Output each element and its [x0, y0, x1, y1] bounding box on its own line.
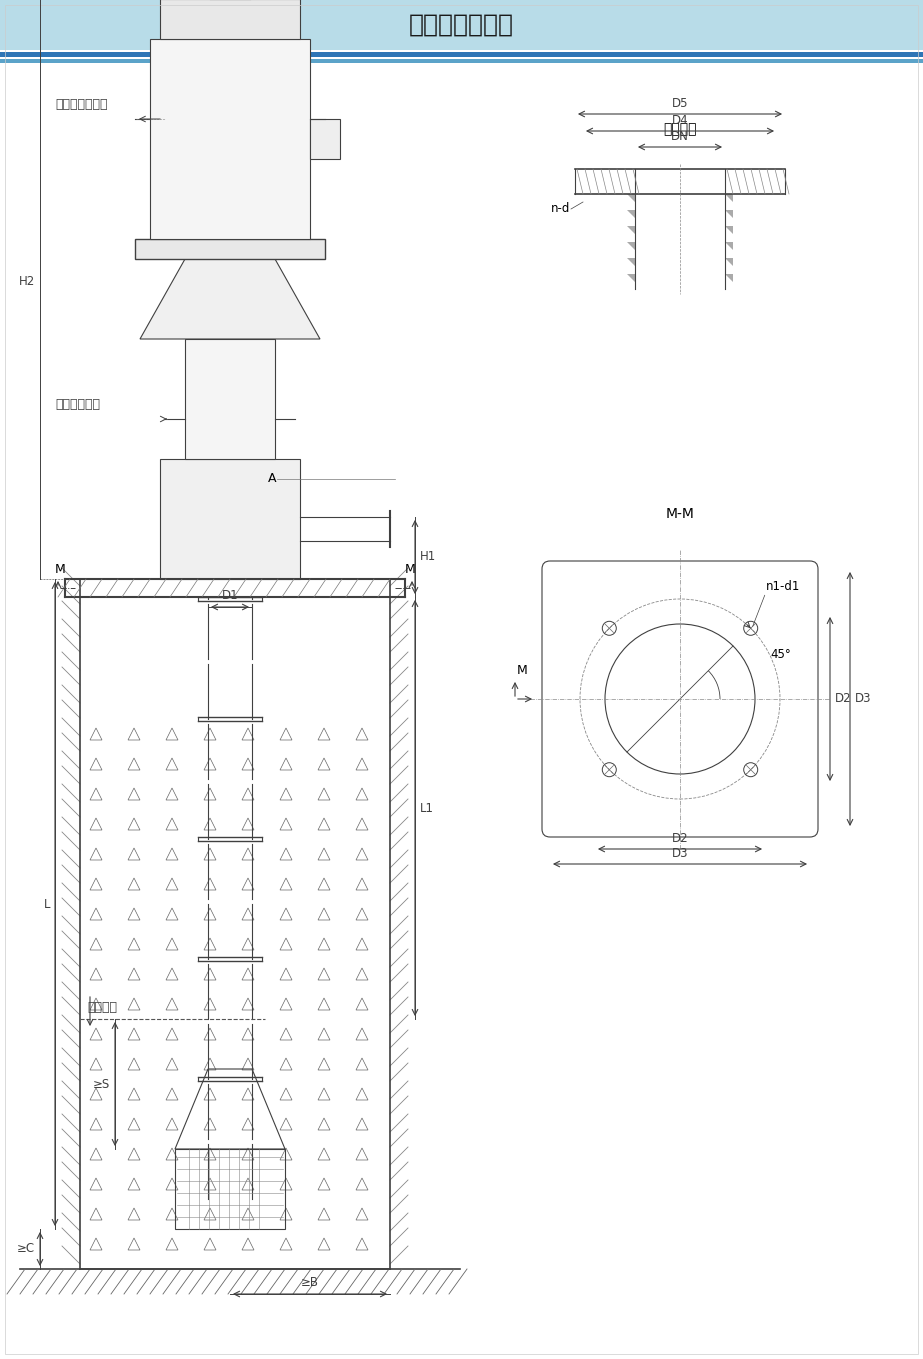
Polygon shape [725, 275, 733, 283]
Text: H2: H2 [18, 275, 35, 288]
Text: 45°: 45° [771, 648, 791, 662]
Bar [0, 52, 923, 57]
Text: L1: L1 [420, 802, 434, 814]
Bar [160, 0, 300, 39]
Polygon shape [725, 242, 733, 250]
Text: ≥S: ≥S [92, 1078, 110, 1090]
Text: D2: D2 [835, 693, 852, 705]
Text: D3: D3 [855, 693, 871, 705]
Bar [175, 1148, 285, 1229]
Text: 出口法兰: 出口法兰 [664, 122, 697, 136]
Text: ≥C: ≥C [17, 1242, 35, 1256]
Polygon shape [627, 242, 635, 250]
Bar [185, 338, 275, 459]
Text: H1: H1 [420, 550, 437, 564]
Text: 导轴承润滑水: 导轴承润滑水 [55, 398, 100, 410]
Text: D1: D1 [222, 588, 238, 602]
Text: M: M [517, 665, 528, 677]
Text: M: M [54, 563, 66, 576]
Polygon shape [725, 226, 733, 234]
Bar [160, 459, 300, 579]
Polygon shape [627, 275, 635, 283]
Polygon shape [627, 194, 635, 202]
Text: ≥B: ≥B [301, 1276, 319, 1288]
Text: n-d: n-d [551, 202, 570, 216]
Polygon shape [627, 211, 635, 217]
Polygon shape [627, 258, 635, 266]
Polygon shape [140, 260, 320, 338]
Text: D2: D2 [672, 832, 689, 845]
Text: D5: D5 [672, 96, 689, 110]
Text: DN: DN [671, 130, 689, 143]
Polygon shape [725, 258, 733, 266]
Polygon shape [627, 226, 635, 234]
Bar [150, 39, 310, 239]
Polygon shape [725, 194, 733, 202]
Bar [0, 0, 923, 50]
Text: D3: D3 [672, 847, 689, 860]
Text: L: L [43, 897, 50, 911]
Text: A: A [268, 473, 276, 485]
Text: 推力轴承冷却水: 推力轴承冷却水 [55, 98, 107, 111]
Bar [310, 120, 340, 159]
Bar [0, 58, 923, 63]
Text: D4: D4 [672, 114, 689, 126]
Text: n1-d1: n1-d1 [766, 580, 800, 594]
Bar [135, 239, 325, 260]
Text: M-M: M-M [665, 507, 694, 520]
Text: M: M [404, 563, 415, 576]
Text: 外形安装尺寸图: 外形安装尺寸图 [409, 14, 513, 37]
Text: 最低水位: 最低水位 [87, 1002, 117, 1014]
Polygon shape [725, 211, 733, 217]
